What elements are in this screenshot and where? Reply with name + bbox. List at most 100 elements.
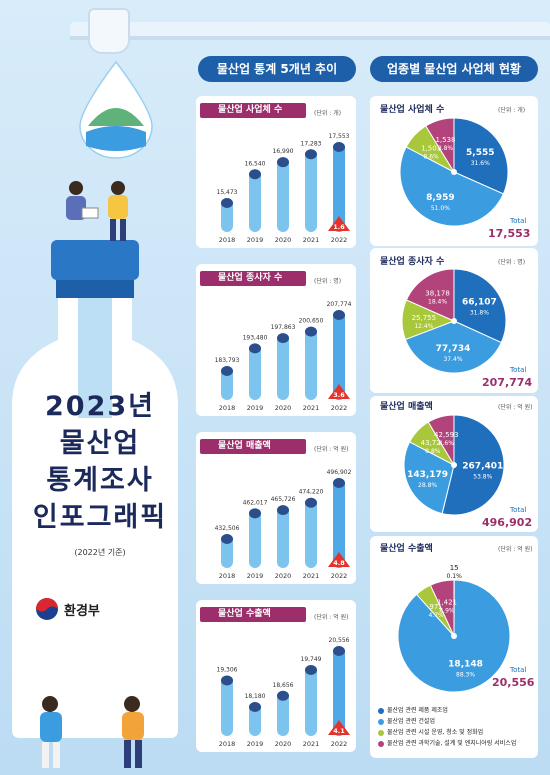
- bar-chart-4: 19,306 2018 18,180 2019 18,656 2020 19,749 2021…: [217, 637, 350, 748]
- ministry-logo: [36, 598, 58, 620]
- bar-value-label: 183,793: [215, 357, 240, 364]
- growth-badge: [328, 216, 350, 231]
- bar-value-label: 20,556: [329, 637, 350, 644]
- pie-slice: [399, 146, 505, 227]
- legend-item: 물산업 관련 건설업: [378, 716, 516, 727]
- pie-percent-label: 88.3%: [456, 671, 475, 678]
- pie-panel-4-total-label: Total: [510, 666, 527, 674]
- bar-panel-2: 물산업 종사자 수 (단위 : 명) 183,793 2018 193,480 201…: [196, 264, 356, 416]
- water-pipe: [70, 22, 550, 40]
- ministry-name: 환경부: [64, 604, 100, 619]
- x-tick-label: 2020: [275, 740, 292, 748]
- bar-panel-3: 물산업 매출액 (단위 : 억 원) 432,506 2018 462,017 201…: [196, 432, 356, 584]
- bar-cap: [333, 478, 345, 488]
- right-section-title: 업종별 물산업 사업체 현황: [370, 56, 538, 82]
- pie-value-label: 38,178: [425, 290, 450, 298]
- pie-percent-label: 53.8%: [473, 473, 492, 480]
- pie-value-label: 972: [429, 603, 442, 611]
- legend-swatch: [378, 707, 384, 714]
- bar: [249, 508, 261, 568]
- pie-panel-4-total: 20,556: [492, 676, 535, 689]
- bar-chart-3: 432,506 2018 462,017 2019 465,726 2020 474,220…: [215, 469, 352, 580]
- pie-value-label: 25,755: [412, 314, 437, 322]
- pie-value-label: 143,179: [407, 470, 448, 480]
- pie-center-dot: [451, 318, 457, 324]
- bar: [305, 665, 317, 736]
- x-tick-label: 2021: [303, 740, 320, 748]
- pie-value-label: 18,148: [448, 659, 483, 669]
- bar-panel-2-unit: (단위 : 명): [314, 278, 342, 285]
- bar: [333, 310, 345, 400]
- x-tick-label: 2019: [247, 572, 264, 580]
- pie-panel-1-unit: (단위 : 개): [498, 107, 526, 114]
- pie-slice: [429, 579, 455, 637]
- x-tick-label: 2019: [247, 740, 264, 748]
- title-line-4: 인포그래픽: [32, 502, 168, 533]
- bar-value-label: 193,480: [243, 334, 268, 341]
- pie-legend: 물산업 관련 제품 제조업 물산업 관련 건설업 물산업 관련 시설 운영, 청…: [378, 705, 516, 749]
- pie-slice: [404, 320, 502, 374]
- pie-slice: [441, 414, 505, 516]
- pie-center-dot: [451, 462, 457, 468]
- pie-value-label: 15: [450, 564, 459, 572]
- x-tick-label: 2021: [303, 572, 320, 580]
- pie-value-label: 77,734: [436, 344, 471, 354]
- bar-cap: [305, 326, 317, 337]
- bar: [249, 343, 261, 400]
- pie-panel-3-unit: (단위 : 억 원): [498, 404, 533, 411]
- pie-panel-1: 물산업 사업체 수 (단위 : 개) 5,555 31.6% 8,959 51.0% 1…: [370, 96, 538, 246]
- pie-panel-2-title: 물산업 종사자 수: [380, 257, 445, 267]
- pie-percent-label: 0.1%: [447, 573, 463, 580]
- growth-rate-label: 4.1: [333, 727, 345, 735]
- legend-label: 물산업 관련 시설 운영, 청소 및 정화업: [387, 729, 484, 736]
- pie-percent-label: 28.8%: [418, 482, 437, 489]
- pie-percent-label: 12.4%: [414, 323, 433, 330]
- bar-value-label: 462,017: [243, 499, 268, 506]
- legend-label: 물산업 관련 건설업: [387, 718, 435, 725]
- pie-slice: [427, 414, 455, 467]
- faucet-icon: [88, 8, 130, 54]
- pie-value-label: 1,421: [437, 598, 457, 606]
- poster-title: 2023년 물산업 통계조사 인포그래픽: [30, 388, 170, 536]
- water-pipe-shadow: [70, 36, 550, 40]
- pie-slice: [453, 268, 507, 344]
- bar: [305, 497, 317, 568]
- growth-badge: [328, 384, 350, 399]
- bar-cap: [277, 690, 289, 701]
- legend-swatch: [378, 740, 384, 747]
- bar-cap: [249, 343, 261, 354]
- legend-label: 물산업 관련 과학기술, 설계 및 엔지니어링 서비스업: [387, 740, 517, 747]
- x-tick-label: 2021: [303, 236, 320, 244]
- bar-value-label: 17,553: [329, 133, 350, 140]
- bar: [277, 157, 289, 232]
- bar-value-label: 19,749: [301, 656, 322, 663]
- legend-swatch: [378, 718, 384, 725]
- bar-value-label: 18,180: [245, 693, 266, 700]
- x-tick-label: 2021: [303, 404, 320, 412]
- bar-value-label: 465,726: [271, 496, 296, 503]
- bar: [333, 142, 345, 232]
- bar-cap: [277, 333, 289, 344]
- pie-panel-1-total: 17,553: [488, 227, 531, 240]
- bar-value-label: 474,220: [299, 489, 324, 496]
- pie-slice: [453, 117, 509, 195]
- pie-panel-2-total: 207,774: [482, 376, 533, 389]
- people-illustration: [40, 696, 144, 768]
- bar-cap: [249, 169, 261, 180]
- x-tick-label: 2022: [331, 236, 348, 244]
- bar: [305, 326, 317, 400]
- x-tick-label: 2018: [219, 236, 236, 244]
- pie-panel-2-unit: (단위 : 명): [498, 259, 526, 266]
- kids-on-bottle-illustration: [66, 181, 128, 241]
- bar-cap: [277, 505, 289, 516]
- pie-percent-label: 31.6%: [471, 160, 490, 167]
- bar-panel-1-title: 물산업 사업체 수: [200, 103, 306, 118]
- bar-panel-1-unit: (단위 : 개): [314, 110, 342, 117]
- pie-value-label: 5,555: [466, 148, 494, 158]
- pie-percent-label: 37.4%: [443, 356, 462, 363]
- bar-cap: [333, 310, 345, 320]
